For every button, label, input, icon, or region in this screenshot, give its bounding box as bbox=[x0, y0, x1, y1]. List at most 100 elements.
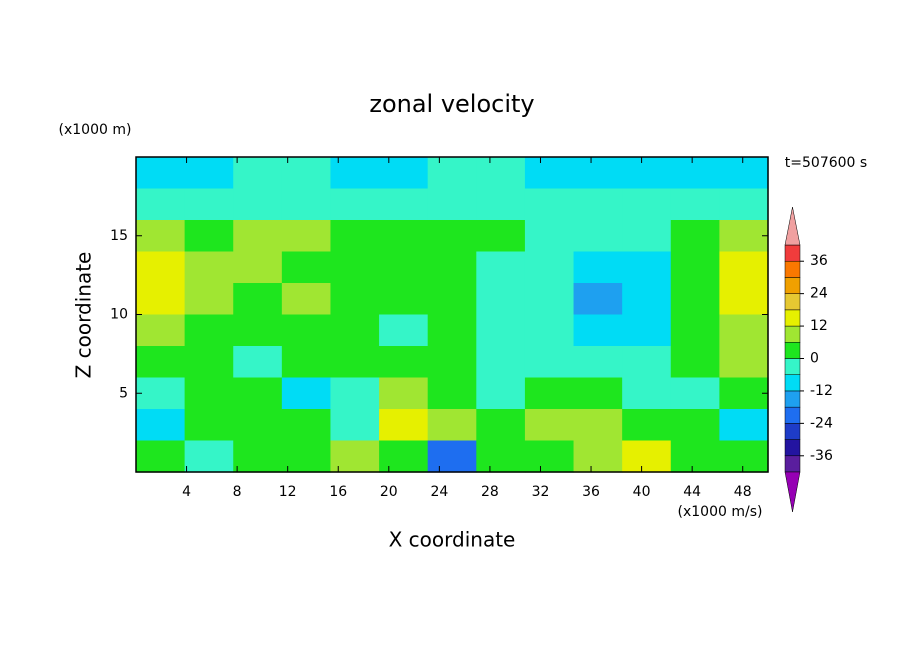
contour-cell bbox=[670, 346, 720, 379]
contour-cell bbox=[379, 440, 429, 473]
contour-cell bbox=[379, 314, 429, 347]
colorbar-band bbox=[784, 423, 801, 440]
colorbar-label: 24 bbox=[810, 286, 828, 302]
contour-cell bbox=[524, 251, 575, 284]
contour-cell bbox=[476, 251, 526, 284]
colorbar-band bbox=[784, 455, 801, 473]
contour-cell bbox=[476, 377, 526, 410]
contour-cell bbox=[379, 157, 429, 190]
contour-cell bbox=[524, 188, 575, 221]
contour-cell bbox=[233, 220, 283, 253]
contour-cell bbox=[136, 157, 186, 190]
contour-cell bbox=[719, 251, 769, 284]
colorbar-band bbox=[784, 277, 801, 294]
x-tick-label: 12 bbox=[279, 484, 297, 500]
contour-cell bbox=[427, 220, 477, 253]
contour-cell bbox=[184, 251, 234, 284]
contour-cell bbox=[476, 409, 526, 442]
contour-cell bbox=[622, 377, 672, 410]
contour-cell bbox=[476, 220, 526, 253]
contour-cell bbox=[136, 377, 186, 410]
annotation: t=507600 s bbox=[785, 155, 867, 171]
contour-cell bbox=[622, 409, 672, 442]
contour-cell bbox=[524, 377, 575, 410]
contour-cell bbox=[573, 251, 623, 284]
contour-cell bbox=[233, 377, 283, 410]
contour-cell bbox=[379, 409, 429, 442]
colorbar-band bbox=[784, 358, 801, 375]
contour-cell bbox=[427, 409, 477, 442]
x-unit: (x1000 m/s) bbox=[678, 504, 763, 520]
contour-cell bbox=[427, 346, 477, 379]
contour-cell bbox=[233, 157, 283, 190]
contour-cell bbox=[719, 314, 769, 347]
contour-cell bbox=[719, 440, 769, 473]
contour-cell bbox=[670, 220, 720, 253]
contour-cell bbox=[281, 440, 332, 473]
x-tick-label: 8 bbox=[233, 484, 242, 500]
contour-cell bbox=[281, 409, 332, 442]
contour-cell bbox=[281, 314, 332, 347]
colorbar-label: 0 bbox=[810, 351, 819, 367]
x-tick-label: 36 bbox=[582, 484, 600, 500]
contour-cell bbox=[670, 283, 720, 316]
contour-cell bbox=[476, 157, 526, 190]
contour-cell bbox=[136, 314, 186, 347]
contour-cell bbox=[670, 440, 720, 473]
contour-cell bbox=[233, 440, 283, 473]
contour-cell bbox=[573, 188, 623, 221]
contour-cell bbox=[524, 346, 575, 379]
contour-cell bbox=[524, 157, 575, 190]
contour-cell bbox=[573, 283, 623, 316]
contour-cell bbox=[330, 283, 380, 316]
contour-cell bbox=[427, 314, 477, 347]
contour-cell bbox=[233, 409, 283, 442]
x-tick-label: 40 bbox=[633, 484, 651, 500]
colorbar-band bbox=[784, 390, 801, 408]
colorbar-under bbox=[784, 471, 801, 513]
contour-cell bbox=[136, 409, 186, 442]
y-tick-label: 5 bbox=[119, 385, 128, 401]
contour-cell bbox=[524, 314, 575, 347]
contour-cell bbox=[524, 409, 575, 442]
contour-cell bbox=[233, 314, 283, 347]
colorbar-over bbox=[784, 206, 801, 246]
contour-cell bbox=[427, 157, 477, 190]
contour-cell bbox=[670, 377, 720, 410]
y-unit: (x1000 m) bbox=[59, 122, 132, 138]
contour-cell bbox=[136, 220, 186, 253]
contour-cell bbox=[330, 314, 380, 347]
contour-cell bbox=[573, 314, 623, 347]
contour-cell bbox=[622, 314, 672, 347]
contour-cell bbox=[184, 157, 234, 190]
contour-cell bbox=[719, 283, 769, 316]
colorbar-band bbox=[784, 260, 801, 278]
x-tick-label: 4 bbox=[182, 484, 191, 500]
contour-cell bbox=[573, 409, 623, 442]
chart-title: zonal velocity bbox=[369, 90, 534, 118]
contour-cell bbox=[719, 220, 769, 253]
contour-cell bbox=[427, 377, 477, 410]
colorbar-band bbox=[784, 293, 801, 311]
x-tick-label: 20 bbox=[380, 484, 398, 500]
contour-cell bbox=[573, 220, 623, 253]
contour-cell bbox=[379, 283, 429, 316]
contour-cell bbox=[670, 314, 720, 347]
colorbar-band bbox=[784, 374, 801, 392]
colorbar-band bbox=[784, 406, 801, 424]
contour-cell bbox=[427, 440, 477, 473]
contour-cell bbox=[136, 440, 186, 473]
contour-cell bbox=[136, 251, 186, 284]
colorbar-band bbox=[784, 439, 801, 457]
contour-cell bbox=[184, 283, 234, 316]
contour-cell bbox=[719, 157, 769, 190]
contour-cell bbox=[330, 377, 380, 410]
y-tick-label: 15 bbox=[110, 228, 128, 244]
contour-cell bbox=[476, 346, 526, 379]
contour-cell bbox=[476, 440, 526, 473]
contour-cell bbox=[233, 346, 283, 379]
contour-cell bbox=[184, 377, 234, 410]
colorbar-label: -12 bbox=[810, 383, 833, 399]
contour-cell bbox=[524, 220, 575, 253]
